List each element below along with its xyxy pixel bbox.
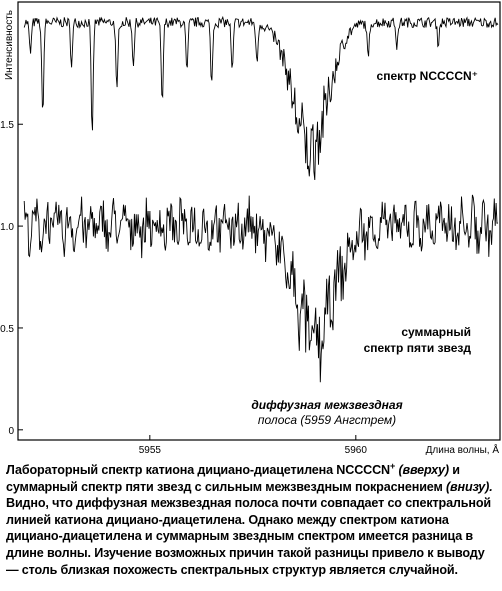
y-tick-label: 1.0 (0, 222, 14, 233)
x-tick-label: 5960 (345, 445, 368, 456)
annotation-diffuse-line2: полоса (5959 Ангстрем) (258, 413, 396, 427)
caption-italic-bottom: (внизу). (446, 479, 493, 494)
figure-caption: Лабораторный спектр катиона дициано-диац… (6, 460, 500, 578)
annotation-sum-line2: спектр пяти звезд (364, 341, 472, 355)
caption-paragraph-1: Лабораторный спектр катиона дициано-диац… (6, 460, 500, 495)
annotation-sum-line1: суммарный (401, 325, 471, 339)
x-tick-label: 5955 (139, 445, 162, 456)
spectrum-line-lab (23, 15, 499, 181)
y-tick-label: 1.5 (0, 120, 14, 131)
caption-text-1: Лабораторный спектр катиона дициано-диац… (6, 463, 390, 477)
spectrum-chart: 0 0.5 1.0 1.5 5955 5960 Интенсивность Длина в… (0, 1, 501, 456)
x-axis-label: Длина волны, Å (426, 443, 500, 456)
plot-frame (17, 1, 501, 441)
caption-superscript: + (389, 460, 396, 471)
annotation-top-spectrum: спектр NCCCCN⁺ (377, 69, 478, 83)
caption-paragraph-2: Видно, что диффузная межзвездная полоса … (6, 496, 491, 577)
caption-italic-top: (вверху) (398, 463, 449, 477)
y-tick-label: 0 (8, 426, 14, 437)
series-group (23, 15, 499, 383)
caption-text-2: и суммарный спектр пяти звезд с сильным … (6, 463, 460, 494)
axis-ticks: 0 0.5 1.0 1.5 5955 5960 (0, 120, 367, 456)
y-axis-label: Интенсивность (4, 10, 15, 80)
annotation-diffuse-line1: диффузная межзвездная (251, 398, 402, 412)
spectrum-line-stellar (23, 194, 498, 383)
y-tick-label: 0.5 (0, 324, 14, 335)
